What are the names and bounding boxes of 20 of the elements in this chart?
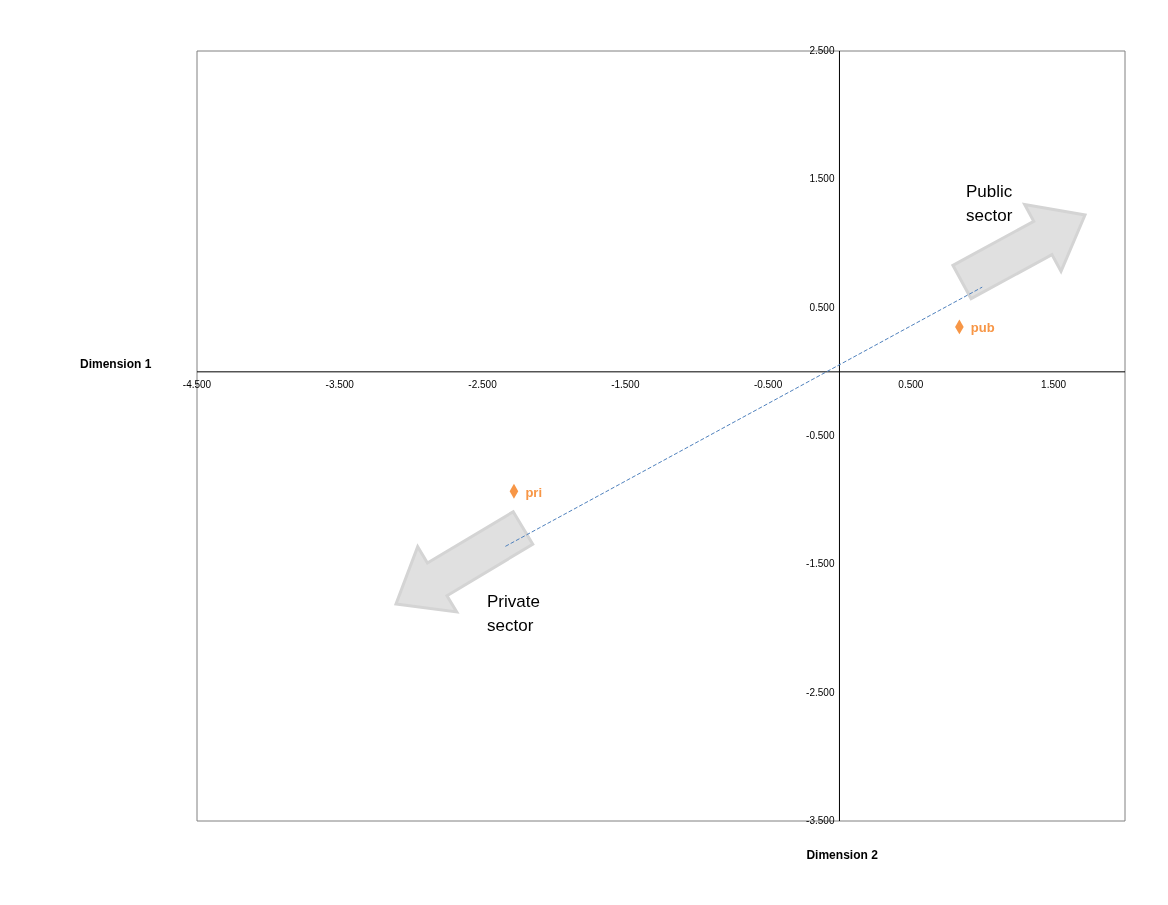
y-axis-title: Dimension 1 [80, 356, 152, 371]
series-label: pri [525, 484, 543, 500]
y-tick-label: -0.500 [806, 430, 835, 441]
x-tick-label: -3.500 [325, 378, 355, 390]
x-tick-label: 1.500 [1041, 378, 1067, 390]
x-tick-label: -1.500 [611, 378, 640, 390]
x-tick-label: -0.500 [753, 378, 783, 390]
y-tick-label: -3.500 [806, 815, 835, 826]
y-tick-label: 0.500 [809, 301, 835, 313]
y-tick-label: -1.500 [806, 558, 835, 570]
annotation: Private sector [487, 591, 541, 637]
x-tick-label: -4.500 [182, 378, 212, 390]
y-tick-label: -2.500 [806, 686, 835, 698]
y-tick-label: 1.500 [809, 173, 835, 185]
annotation: Public sector [966, 181, 1014, 227]
x-axis-title: Dimension 2 [806, 848, 878, 862]
x-tick-label: 0.500 [898, 378, 924, 390]
y-tick-label: 2.500 [809, 45, 835, 56]
series-label: pub [970, 320, 995, 336]
x-tick-label: -2.500 [468, 378, 498, 390]
